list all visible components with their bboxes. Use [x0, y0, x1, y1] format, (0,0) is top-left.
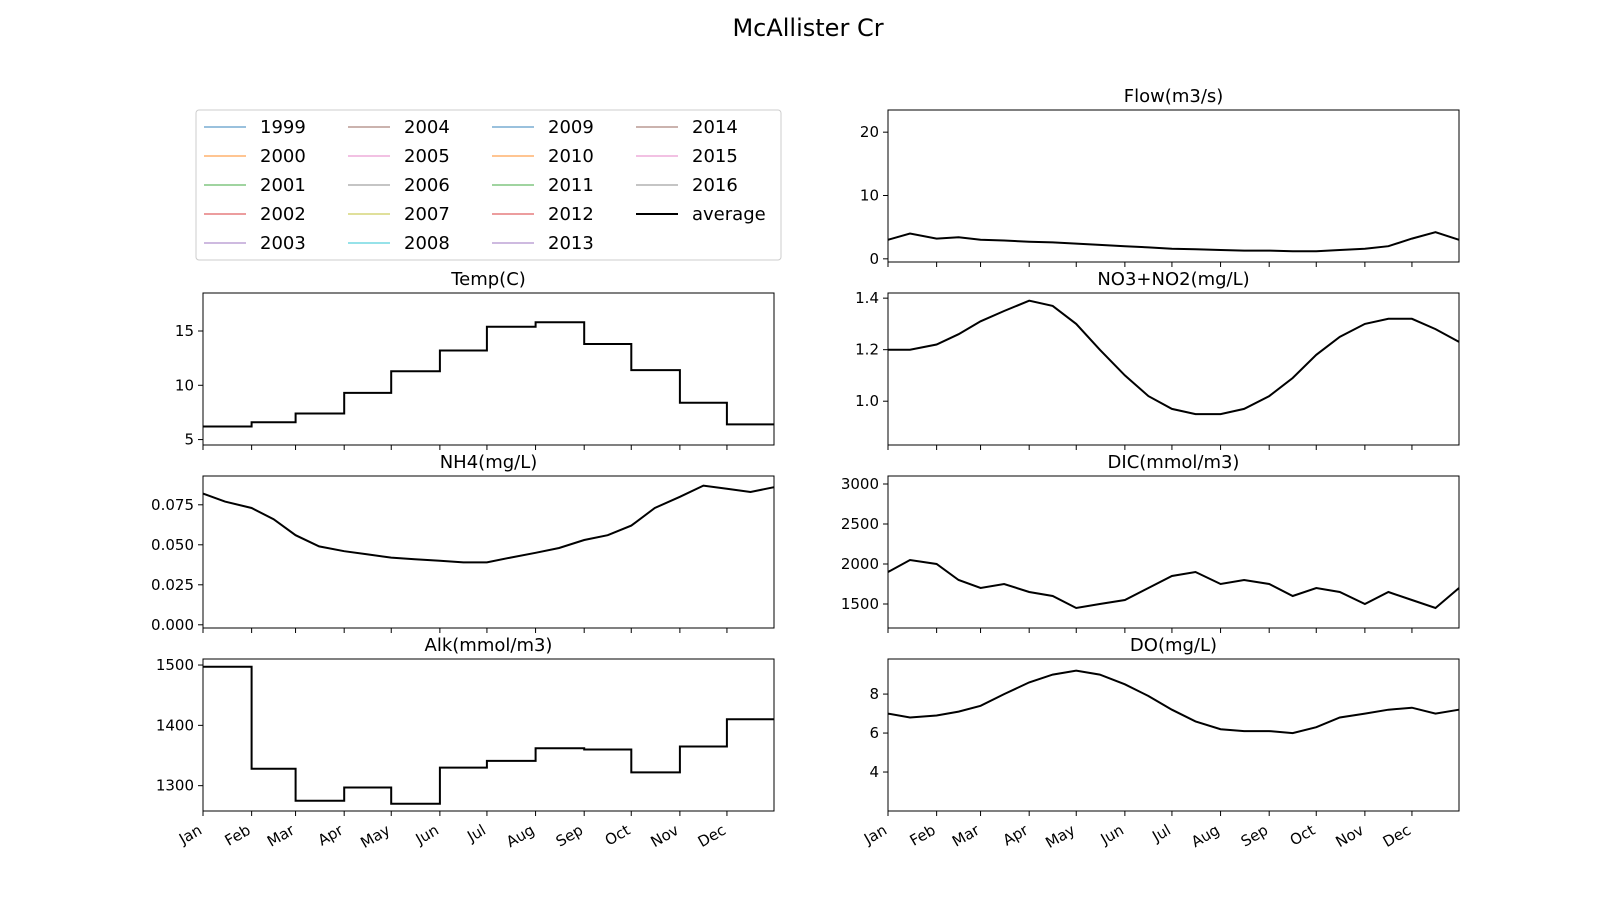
chart-panel: DO(mg/L) 4 6 8 Jan Feb Mar Apr May Jun Jul Aug Sep Oc… — [860, 635, 1460, 852]
legend-label: 2010 — [548, 146, 594, 167]
axes-frame — [887, 475, 1460, 629]
legend-label: 2011 — [548, 175, 594, 196]
chart-panel: NO3+NO2(mg/L) 1.0 1.2 1.4 — [855, 269, 1460, 450]
y-tick-label: 1500 — [156, 656, 194, 674]
legend-label: 2005 — [404, 146, 450, 167]
legend-label: 2012 — [548, 204, 594, 225]
x-tick-label: May — [357, 821, 393, 852]
x-tick-label: Jun — [412, 821, 442, 849]
panel-title: NO3+NO2(mg/L) — [1097, 269, 1249, 290]
x-tick-label: Jan — [175, 821, 205, 849]
series-line-average — [203, 321, 774, 428]
axes-frame — [887, 292, 1460, 446]
panel-title: NH4(mg/L) — [440, 452, 538, 473]
x-tick-label: Feb — [907, 821, 939, 850]
chart-panel: DIC(mmol/m3) 1500 2000 2500 3000 — [841, 452, 1460, 633]
y-tick-label: 1400 — [156, 716, 194, 734]
x-tick-label: May — [1042, 821, 1078, 852]
x-tick-label: Feb — [222, 821, 254, 850]
axes-frame — [887, 658, 1460, 812]
x-tick-label: Apr — [1000, 820, 1032, 849]
y-tick-label: 5 — [184, 431, 194, 449]
y-tick-label: 1500 — [841, 595, 879, 613]
series-line-average — [887, 558, 1460, 610]
chart-panel: Alk(mmol/m3) 1300 1400 1500 Jan Feb Mar Apr May J… — [156, 635, 775, 852]
legend-label: 2002 — [260, 204, 306, 225]
panel-title: Alk(mmol/m3) — [425, 635, 553, 656]
legend-label: 2003 — [260, 233, 306, 254]
y-tick-label: 3000 — [841, 475, 879, 493]
legend-frame — [195, 109, 782, 261]
series-line-average — [203, 665, 774, 805]
x-tick-label: Mar — [264, 820, 298, 850]
axes-frame — [202, 658, 775, 812]
chart-panel: Flow(m3/s) 0 10 20 — [860, 86, 1460, 268]
x-tick-label: Jun — [1097, 821, 1127, 849]
figure-title: McAllister Cr — [732, 14, 883, 42]
x-tick-label: Nov — [648, 821, 682, 851]
series-line-average — [887, 231, 1460, 253]
legend-label: 2009 — [548, 117, 594, 138]
x-tick-label: Dec — [695, 821, 729, 851]
chart-panel: NH4(mg/L) 0.000 0.025 0.050 0.075 — [151, 452, 775, 634]
y-tick-label: 0.050 — [151, 536, 194, 554]
legend-label: 2004 — [404, 117, 450, 138]
panel-title: Flow(m3/s) — [1124, 86, 1224, 107]
y-tick-label: 0.000 — [151, 616, 194, 634]
x-tick-label: Nov — [1333, 821, 1367, 851]
x-tick-label: Aug — [1188, 821, 1222, 851]
legend-label: 2014 — [692, 117, 738, 138]
legend-label: 2016 — [692, 175, 738, 196]
legend-label: average — [692, 204, 766, 225]
x-tick-label: Oct — [1287, 821, 1319, 850]
y-tick-label: 2500 — [841, 515, 879, 533]
legend-label: 2000 — [260, 146, 306, 167]
y-tick-label: 4 — [869, 763, 879, 781]
y-tick-label: 1.0 — [855, 392, 879, 410]
series-line-average — [887, 669, 1460, 735]
y-tick-label: 10 — [860, 187, 879, 205]
y-tick-label: 1.4 — [855, 289, 879, 307]
y-tick-label: 0.025 — [151, 576, 194, 594]
x-tick-label: Aug — [503, 821, 537, 851]
x-tick-label: Jul — [463, 821, 489, 846]
y-tick-label: 0.075 — [151, 496, 194, 514]
y-tick-label: 10 — [175, 376, 194, 394]
legend-label: 2006 — [404, 175, 450, 196]
y-tick-label: 8 — [869, 685, 879, 703]
panel-title: DIC(mmol/m3) — [1108, 452, 1240, 473]
x-tick-label: Apr — [315, 820, 347, 849]
legend-label: 2008 — [404, 233, 450, 254]
y-tick-label: 20 — [860, 123, 879, 141]
y-tick-label: 1.2 — [855, 341, 879, 359]
y-tick-label: 0 — [869, 250, 879, 268]
x-tick-label: Mar — [949, 820, 983, 850]
y-tick-label: 6 — [869, 724, 879, 742]
x-tick-label: Jul — [1148, 821, 1174, 846]
x-tick-label: Sep — [1238, 821, 1271, 851]
panel-title: DO(mg/L) — [1130, 635, 1217, 656]
legend: 1999 2000 2001 2002 2003 2004 2005 2006 2007 2008… — [195, 109, 782, 261]
axes-frame — [202, 475, 775, 629]
panel-title: Temp(C) — [450, 269, 526, 290]
x-tick-label: Dec — [1380, 821, 1414, 851]
x-tick-label: Jan — [860, 821, 890, 849]
series-line-average — [202, 484, 775, 564]
axes-frame — [202, 292, 775, 446]
chart-panel: Temp(C) 5 10 15 — [175, 269, 775, 450]
legend-label: 2001 — [260, 175, 306, 196]
legend-label: 2013 — [548, 233, 594, 254]
legend-label: 2007 — [404, 204, 450, 225]
y-tick-label: 1300 — [156, 777, 194, 795]
legend-label: 1999 — [260, 117, 306, 138]
axes-frame — [887, 109, 1460, 263]
series-line-average — [888, 299, 1460, 416]
y-tick-label: 2000 — [841, 555, 879, 573]
x-tick-label: Sep — [553, 821, 586, 851]
legend-label: 2015 — [692, 146, 738, 167]
x-tick-label: Oct — [602, 821, 634, 850]
y-tick-label: 15 — [175, 322, 194, 340]
